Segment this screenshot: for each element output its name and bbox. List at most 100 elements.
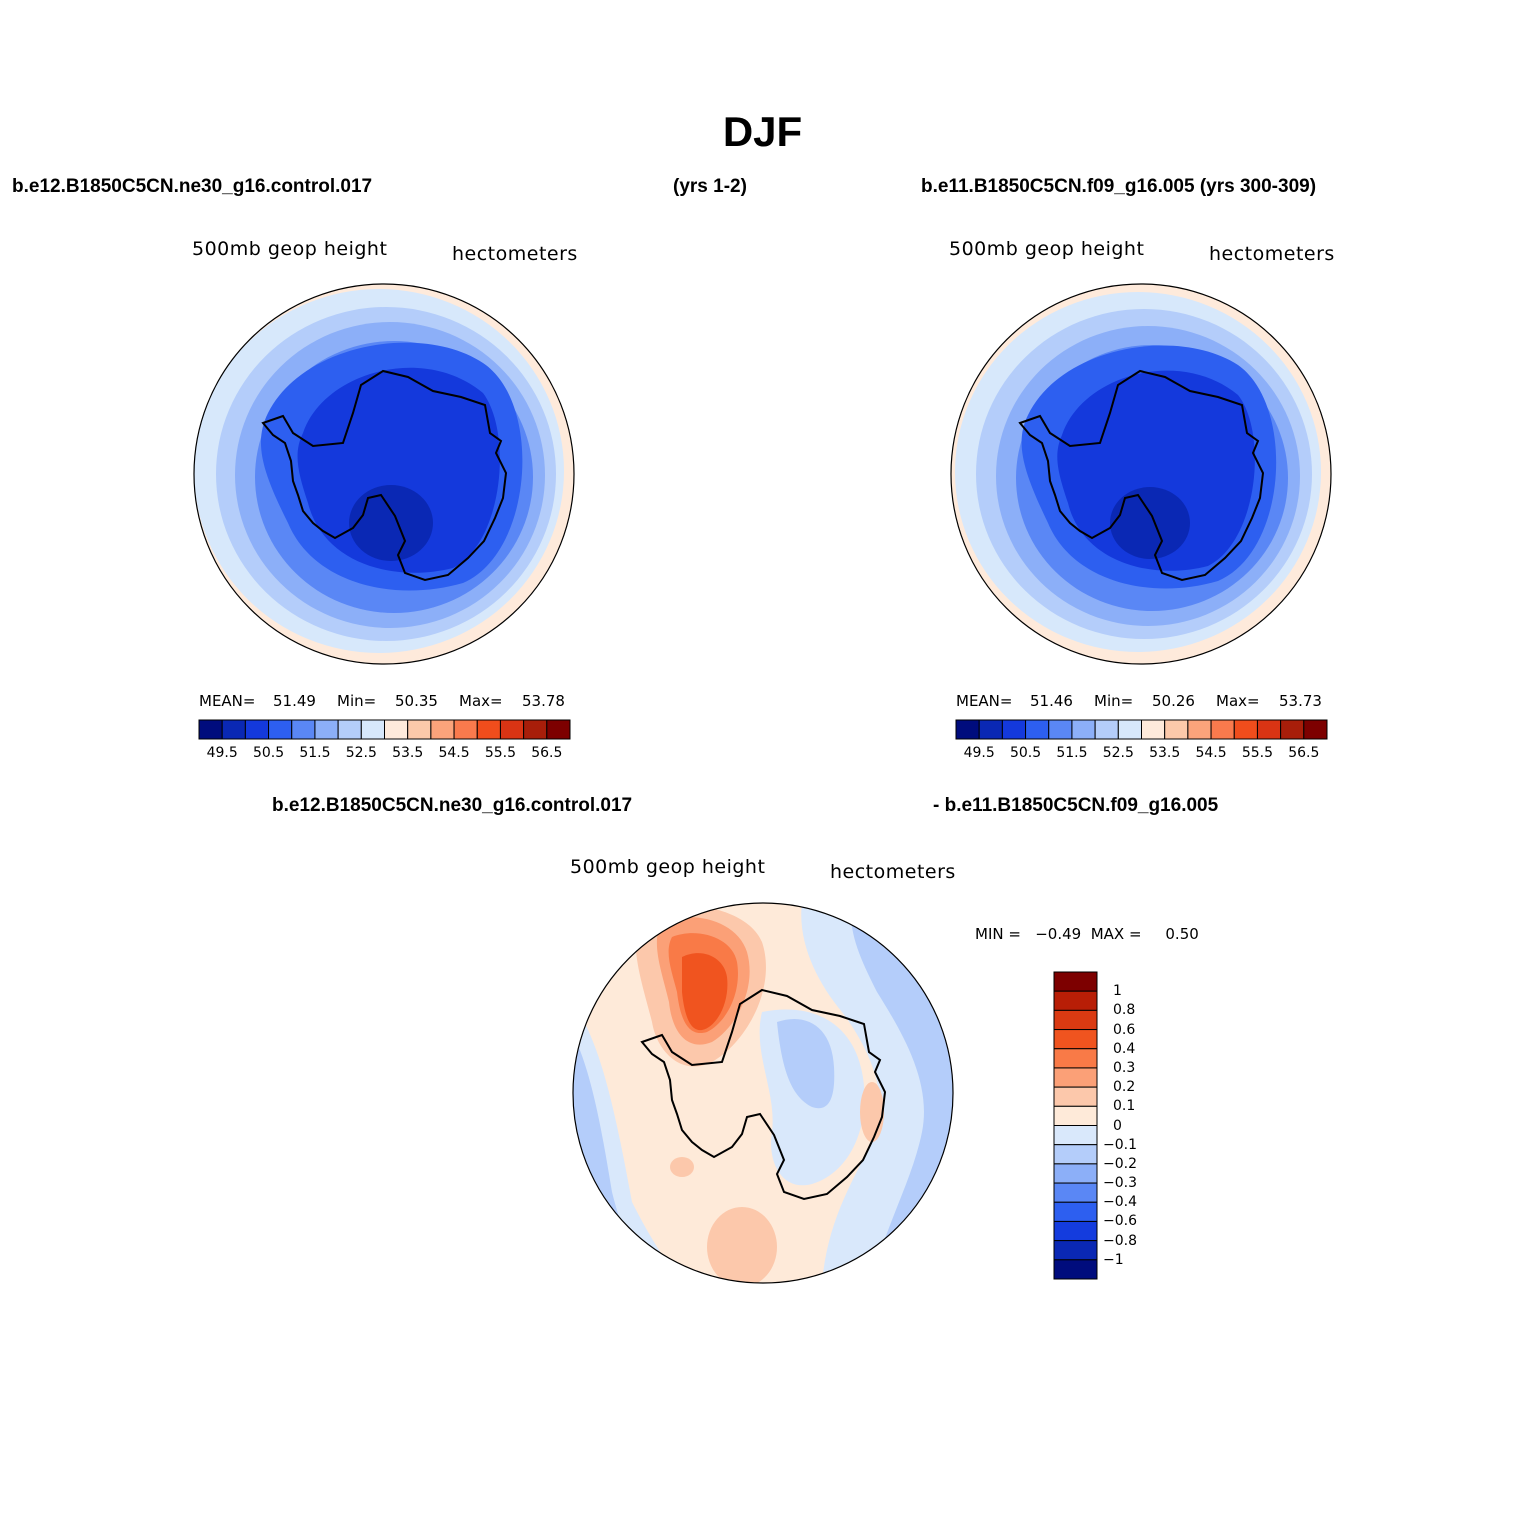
panel2-max-label: Max= (1216, 692, 1260, 710)
case2-label: b.e11.B1850C5CN.f09_g16.005 (yrs 300-309… (921, 176, 1317, 197)
panel1-colorbar-box (407, 719, 432, 740)
panel2-colorbar-box (1001, 719, 1027, 740)
panel1-colorbar-box (291, 719, 316, 740)
plot-title: DJF (722, 108, 803, 155)
panel1-colorbar-box (198, 719, 223, 740)
panel2-colorbar-box (1141, 719, 1166, 740)
panel2-colorbar-box (1048, 719, 1073, 740)
diff-colorbar-box (1053, 1086, 1098, 1107)
diff-colorbar-tick-label: −0.4 (1103, 1194, 1137, 1211)
panel2-colorbar-tick-label: 56.5 (1288, 745, 1320, 761)
diff-case2-label: - b.e11.B1850C5CN.f09_g16.005 (933, 795, 1219, 816)
panel1-colorbar-box (268, 719, 293, 740)
panel2-map (950, 283, 1332, 665)
panel2-colorbar-tick-label: 50.5 (1009, 745, 1042, 761)
diff-map (572, 902, 954, 1284)
diff-stats: MIN = −0.49 MAX = 0.50 (975, 925, 1199, 943)
panel2-variable-label: 500mb geop height (949, 238, 1145, 260)
diff-units-label: hectometers (830, 861, 956, 883)
panel1-colorbar-box (453, 719, 478, 740)
diff-colorbar-tick-label: 0.6 (1113, 1021, 1136, 1038)
panel2-colorbar-box (1071, 719, 1096, 740)
diff-variable-label: 500mb geop height (570, 856, 766, 878)
panel1-colorbar-box (244, 719, 270, 740)
panel1-min-value: 50.35 (395, 692, 438, 710)
panel1-colorbar-box (314, 719, 339, 740)
panel1-colorbar-box (476, 719, 501, 740)
diff-colorbar-tick-label: 1 (1113, 983, 1122, 1000)
panel1-colorbar-tick-label: 54.5 (438, 745, 470, 761)
panel2-colorbar-box (1210, 719, 1235, 740)
panel1-colorbar-tick-label: 50.5 (252, 745, 285, 761)
panel2-colorbar-tick-label: 51.5 (1056, 745, 1088, 761)
diff-colorbar-tick-label: −0.8 (1103, 1232, 1137, 1249)
diff-colorbar-box (1053, 1240, 1098, 1261)
panel1-mean-value: 51.49 (273, 692, 316, 710)
panel1-variable-label: 500mb geop height (192, 238, 388, 260)
panel1-colorbar-tick-label: 55.5 (484, 745, 517, 761)
diff-colorbar-box (1053, 971, 1098, 992)
panel2-colorbar-box (1117, 719, 1142, 740)
diff-colorbar (1053, 971, 1098, 1280)
diff-colorbar-box (1053, 1105, 1098, 1126)
panel2-colorbar-box (1256, 719, 1282, 740)
panel2-colorbar-box (1303, 719, 1328, 740)
panel1-colorbar-tick-label: 52.5 (345, 745, 377, 761)
panel1-map (193, 283, 575, 665)
diff-colorbar-tick-label: −1 (1103, 1251, 1124, 1268)
panel2-colorbar-box (1164, 719, 1189, 740)
panel2-colorbar-tick-label: 49.5 (963, 745, 995, 761)
panel2-colorbar (955, 719, 1328, 740)
diff-colorbar-tick-label: −0.6 (1103, 1213, 1137, 1230)
diff-colorbar-tick-label: 0.4 (1113, 1040, 1136, 1057)
panel2-mean-label: MEAN= (956, 692, 1013, 710)
panel2-min-value: 50.26 (1152, 692, 1195, 710)
panel2-colorbar-tick-label: 52.5 (1102, 745, 1134, 761)
diff-colorbar-box (1053, 1259, 1098, 1280)
panel2-colorbar-box (1025, 719, 1050, 740)
diff-colorbar-tick-label: −0.2 (1103, 1155, 1137, 1172)
panel1-colorbar-box (360, 719, 385, 740)
panel1-colorbar (198, 719, 571, 740)
diff-colorbar-box (1053, 1029, 1098, 1050)
diff-colorbar-box (1053, 1009, 1098, 1031)
panel2-colorbar-tick-label: 55.5 (1241, 745, 1274, 761)
diff-colorbar-box (1053, 1220, 1098, 1242)
case1-years-label: (yrs 1-2) (673, 176, 747, 197)
diff-colorbar-box (1053, 1125, 1098, 1146)
panel2-colorbar-box (1094, 719, 1119, 740)
panel1-colorbar-box (221, 719, 246, 740)
panel1-max-label: Max= (459, 692, 503, 710)
panel1-colorbar-box (546, 719, 571, 740)
panel1-colorbar-box (430, 719, 455, 740)
panel2-mean-value: 51.46 (1030, 692, 1073, 710)
diff-colorbar-tick-label: −0.3 (1103, 1175, 1137, 1192)
panel1-colorbar-tick-label: 53.5 (392, 745, 424, 761)
diff-colorbar-box (1053, 1067, 1098, 1088)
panel1-colorbar-box (384, 719, 409, 740)
diff-colorbar-box (1053, 1163, 1098, 1184)
diff-colorbar-box (1053, 1048, 1098, 1069)
panel1-colorbar-tick-label: 56.5 (531, 745, 563, 761)
diff-colorbar-box (1053, 1201, 1098, 1222)
panel2-colorbar-box (1280, 719, 1305, 740)
panel2-colorbar-box (978, 719, 1003, 740)
panel1-mean-label: MEAN= (199, 692, 256, 710)
diff-colorbar-box (1053, 1182, 1098, 1203)
panel1-colorbar-tick-label: 51.5 (299, 745, 331, 761)
diff-colorbar-tick-label: 0.8 (1113, 1002, 1136, 1019)
diff-colorbar-box (1053, 1144, 1098, 1165)
diff-colorbar-tick-label: 0 (1113, 1117, 1122, 1134)
panel1-colorbar-box (499, 719, 525, 740)
panel2-colorbar-box (1233, 719, 1258, 740)
panel2-max-value: 53.73 (1279, 692, 1322, 710)
panel1-colorbar-box (337, 719, 362, 740)
panel1-max-value: 53.78 (522, 692, 565, 710)
diff-colorbar-box (1053, 990, 1098, 1011)
case1-label: b.e12.B1850C5CN.ne30_g16.control.017 (12, 176, 373, 197)
panel1-colorbar-tick-label: 49.5 (206, 745, 238, 761)
panel2-colorbar-box (1187, 719, 1212, 740)
panel2-colorbar-tick-label: 54.5 (1195, 745, 1227, 761)
panel1-units-label: hectometers (452, 243, 578, 265)
panel1-colorbar-box (523, 719, 548, 740)
